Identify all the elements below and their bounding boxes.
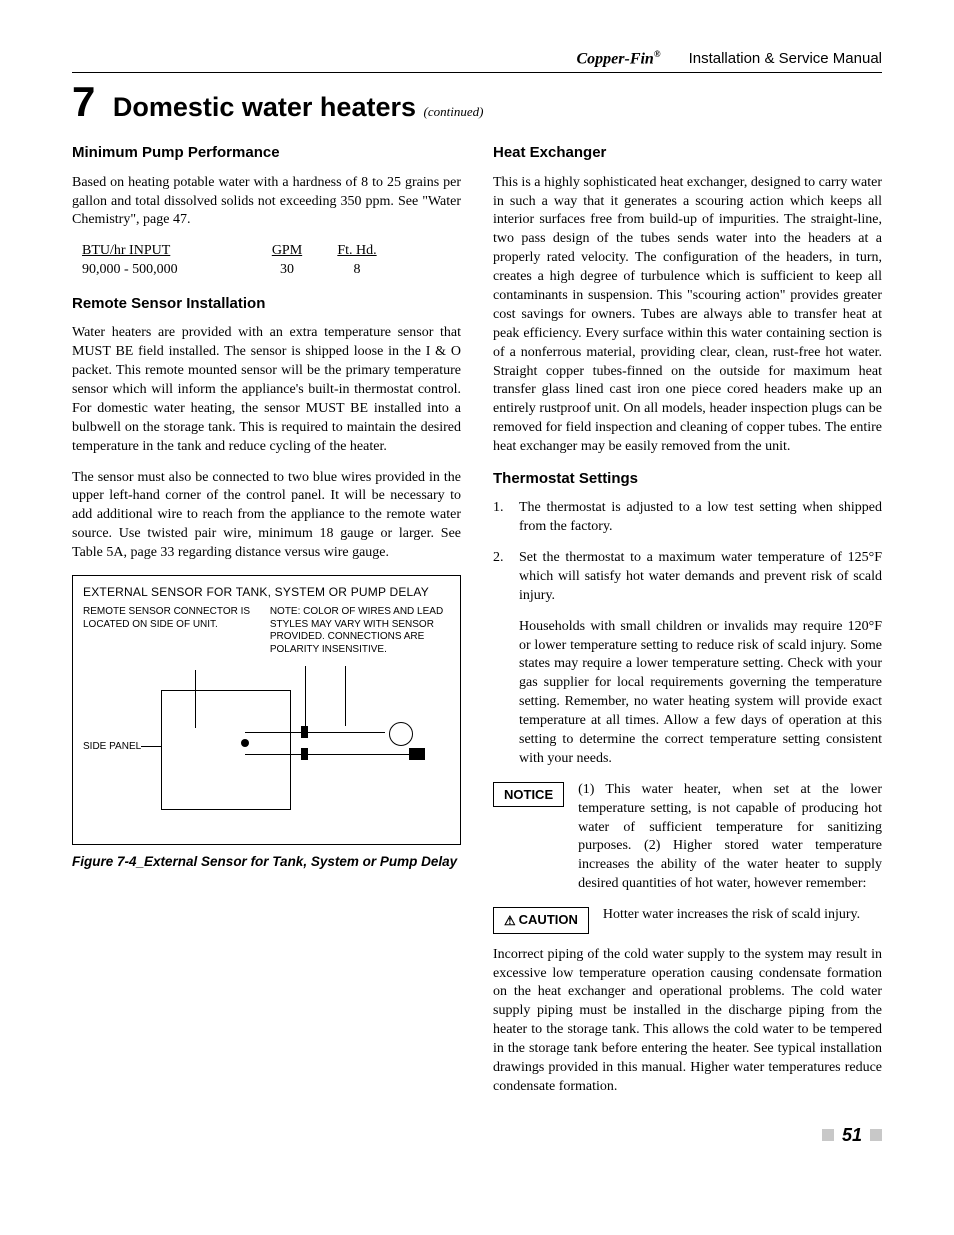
figure-caption: Figure 7-4_External Sensor for Tank, Sys… [72,853,461,871]
para-households: Households with small children or invali… [519,618,882,769]
page-number: 51 [842,1123,862,1147]
brand: Copper-Fin® [576,48,660,70]
chapter-number: 7 [72,78,95,125]
content-columns: Minimum Pump Performance Based on heatin… [72,135,882,1108]
wire-bottom [245,754,415,755]
left-column: Minimum Pump Performance Based on heatin… [72,135,461,1108]
notice-row: NOTICE (1) This water heater, when set a… [493,781,882,894]
figure-note-right: NOTE: COLOR OF WIRES AND LEAD STYLES MAY… [270,606,450,656]
col-btu: BTU/hr INPUT [82,242,252,261]
caution-row: ⚠CAUTION Hotter water increases the risk… [493,906,882,934]
heading-thermostat: Thermostat Settings [493,469,882,489]
chapter-title: Domestic water heaters [113,92,416,122]
cell-gpm: 30 [252,261,322,280]
warning-icon: ⚠ [504,912,516,930]
figure-notes: REMOTE SENSOR CONNECTOR IS LOCATED ON SI… [83,606,450,656]
pump-table-header: BTU/hr INPUT GPM Ft. Hd. [82,242,461,261]
note-leader-2 [345,666,346,726]
page-square-right [870,1129,882,1141]
thermostat-list: 1.The thermostat is adjusted to a low te… [493,499,882,605]
figure-note-left: REMOTE SENSOR CONNECTOR IS LOCATED ON SI… [83,606,252,656]
figure-title: EXTERNAL SENSOR FOR TANK, SYSTEM OR PUMP… [83,584,450,600]
chapter-heading: 7 Domestic water heaters (continued) [72,81,882,125]
list-text-2: Set the thermostat to a maximum water te… [519,549,882,606]
caution-box: ⚠CAUTION [493,907,589,934]
list-text-1: The thermostat is adjusted to a low test… [519,499,882,537]
page-footer: 51 [72,1123,882,1147]
list-num-1: 1. [493,499,519,537]
cell-fthd: 8 [322,261,392,280]
para-sensor-1: Water heaters are provided with an extra… [72,324,461,456]
list-item-1: 1.The thermostat is adjusted to a low te… [493,499,882,537]
para-heat-exchanger: This is a highly sophisticated heat exch… [493,174,882,457]
header-rule [72,72,882,73]
bead-2 [301,748,308,760]
pump-table: BTU/hr INPUT GPM Ft. Hd. 90,000 - 500,00… [82,242,461,280]
figure-box: EXTERNAL SENSOR FOR TANK, SYSTEM OR PUMP… [72,575,461,845]
heading-heat-exchanger: Heat Exchanger [493,143,882,163]
terminal-block [409,748,425,760]
continued-label: (continued) [424,104,484,119]
heading-min-pump: Minimum Pump Performance [72,143,461,163]
para-sensor-2: The sensor must also be connected to two… [72,469,461,563]
caution-label: CAUTION [519,912,578,927]
panel-rectangle [161,690,291,810]
wire-top [245,732,385,733]
list-item-2: 2.Set the thermostat to a maximum water … [493,549,882,606]
para-incorrect-piping: Incorrect piping of the cold water suppl… [493,946,882,1097]
pump-table-row: 90,000 - 500,000 30 8 [82,261,461,280]
manual-title: Installation & Service Manual [689,49,882,69]
col-gpm: GPM [252,242,322,261]
cell-btu: 90,000 - 500,000 [82,261,252,280]
right-column: Heat Exchanger This is a highly sophisti… [493,135,882,1108]
notice-text: (1) This water heater, when set at the l… [578,781,882,894]
registered-mark: ® [654,49,661,59]
col-fthd: Ft. Hd. [322,242,392,261]
heading-remote-sensor: Remote Sensor Installation [72,294,461,314]
connector-leader [195,670,196,728]
page-header: Copper-Fin® Installation & Service Manua… [72,48,882,72]
notice-box: NOTICE [493,782,564,808]
side-panel-label: SIDE PANEL [83,740,141,754]
bead-1 [301,726,308,738]
side-leader-line [141,746,161,747]
page-square-left [822,1129,834,1141]
figure-diagram: SIDE PANEL [83,662,450,832]
caution-text: Hotter water increases the risk of scald… [603,906,882,925]
list-num-2: 2. [493,549,519,606]
para-pump-intro: Based on heating potable water with a ha… [72,174,461,231]
